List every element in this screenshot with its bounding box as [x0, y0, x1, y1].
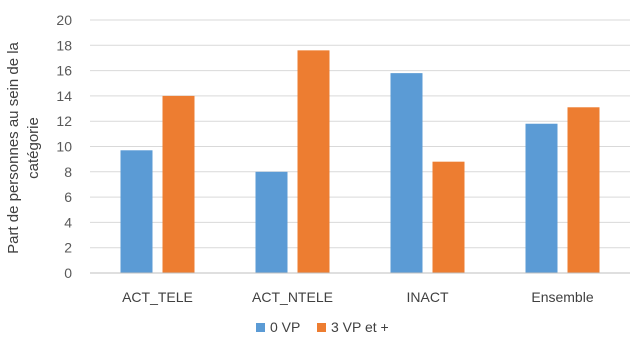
y-tick-label: 0: [64, 265, 72, 281]
bar-ensemble-series-1: [525, 123, 558, 273]
y-tick-label: 6: [64, 189, 72, 205]
y-tick-label: 18: [56, 37, 72, 53]
x-axis-categories: ACT_TELE ACT_NTELE INACT Ensemble: [122, 289, 594, 305]
y-tick-label: 2: [64, 240, 72, 256]
bar-act-ntele-series-2: [297, 50, 330, 273]
y-tick-label: 4: [64, 214, 72, 230]
y-tick-label: 12: [56, 113, 72, 129]
y-tick-label: 10: [56, 139, 72, 155]
bar-inact-series-2: [432, 161, 465, 273]
y-tick-label: 16: [56, 63, 72, 79]
bar-act-tele-series-2: [162, 95, 195, 274]
bar-inact-series-1: [390, 73, 423, 273]
y-axis-label-line: Part de personnes au sein de la: [5, 41, 22, 253]
y-tick-label: 8: [64, 164, 72, 180]
x-category-label: INACT: [407, 289, 449, 305]
y-tick-label: 20: [56, 12, 72, 28]
legend: 0 VP 3 VP et +: [256, 319, 389, 335]
legend-label: 0 VP: [270, 319, 300, 335]
legend-swatch: [317, 323, 326, 332]
y-tick-label: 14: [56, 88, 72, 104]
y-axis-label: Part de personnes au sein de la catégorie: [5, 41, 42, 253]
bar-act-tele-series-1: [120, 150, 153, 273]
bar-ensemble-series-2: [567, 107, 600, 273]
x-category-label: Ensemble: [531, 289, 593, 305]
x-category-label: ACT_TELE: [122, 289, 193, 305]
x-category-label: ACT_NTELE: [252, 289, 333, 305]
legend-label: 3 VP et +: [331, 319, 389, 335]
y-axis-ticks: 0 2 4 6 8 10 12 14 16 18 20: [56, 12, 72, 281]
bars: [120, 50, 600, 274]
bar-act-ntele-series-1: [255, 171, 288, 273]
y-axis-label-line: catégorie: [25, 117, 42, 179]
legend-swatch: [256, 323, 265, 332]
